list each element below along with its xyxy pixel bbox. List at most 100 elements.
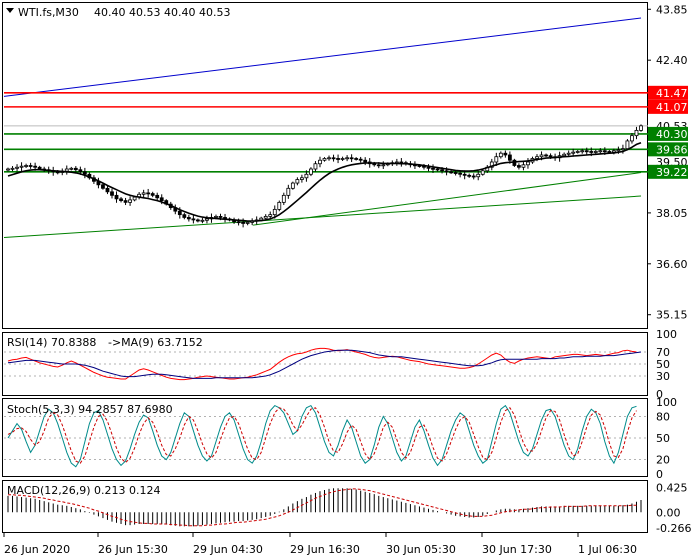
level-label: 39.86 [656,143,688,156]
candle-body [15,166,19,169]
x-tick-label: 26 Jun 15:30 [98,543,168,556]
candle-body [517,165,521,168]
macd-tick-label: 0.00 [656,506,681,519]
candle-body [521,164,526,168]
moving-average-line [7,141,642,222]
candle-body [159,197,164,202]
candle-body [376,164,381,167]
candle-body [593,151,598,153]
candle-body [616,149,621,152]
candle-body [544,154,548,157]
price-tick-label: 35.15 [656,309,688,322]
candle-body [10,167,15,170]
macd-title: MACD(12,26,9) 0.213 0.124 [7,484,161,497]
macd-signal-line [8,488,637,527]
price-tick-label: 36.60 [656,258,688,271]
candle-body [480,170,485,175]
candle-body [575,151,580,153]
price-tick-label: 42.40 [656,54,688,67]
candle-body [426,166,431,169]
candle-body [309,168,313,175]
candle-body [105,187,110,193]
stoch-layer [4,404,647,468]
level-label: 39.22 [656,166,688,179]
candle-body [146,192,151,195]
rsi-ma-line [7,349,642,379]
candle-body [435,168,440,171]
candle-body [354,158,359,160]
macd-tick-label: -0.266 [656,522,691,535]
price-tick-label: 43.85 [656,3,688,16]
candle-body [128,199,132,203]
candle-body [476,173,481,178]
candle-body [598,150,603,153]
candle-body [295,179,300,184]
stoch-d-line [7,407,637,464]
candle-body [462,173,467,176]
candle-body [191,218,196,221]
level-label: 41.47 [656,87,688,100]
candle-body [119,198,123,202]
candle-body [24,165,28,167]
level-label: 40.30 [656,128,688,141]
candle-body [431,167,435,170]
candle-body [150,193,155,196]
candle-body [313,163,318,170]
candle-body [327,157,331,160]
candle-body [458,172,463,175]
trendline-1 [3,195,642,238]
candle-body [444,170,449,173]
candle-body [498,152,503,158]
x-tick-label: 30 Jun 17:30 [482,543,552,556]
candle-body [318,159,322,165]
stoch-tick-label: 100 [656,396,677,409]
candle-body [584,150,589,153]
candle-body [195,219,200,222]
candle-body [526,161,530,166]
candle-body [214,216,218,218]
stoch-panel [2,398,648,477]
candle-body [322,158,327,161]
level-label-box [648,142,688,157]
candle-body [630,135,634,142]
trendline-2 [252,172,642,226]
candle-body [290,182,295,189]
candle-body [440,169,444,172]
symbol-label: WTI.fs,M30 [18,6,79,19]
rsi-tick-label: 70 [656,346,670,359]
candle-body [358,158,363,161]
candle-body [304,173,309,179]
price-tick-label: 38.05 [656,207,688,220]
candle-body [639,125,643,131]
candle-body [548,155,553,158]
rsi-title: RSI(14) 70.8388 [7,336,96,349]
candle-body [381,164,386,167]
candle-body [245,221,250,224]
candle-body [277,201,282,210]
candle-body [236,221,241,224]
stoch-tick-label: 50 [656,432,670,445]
rsi-tick-label: 0 [656,388,663,401]
candle-body [331,157,336,160]
level-label-box [648,164,688,179]
candle-body [625,140,630,150]
candle-body [186,217,191,220]
candle-body [340,158,345,160]
level-label-box [648,99,688,114]
macd-layer [7,488,642,527]
candle-body [241,221,246,224]
candle-body [141,192,146,195]
candle-body [28,165,33,167]
candle-body [6,168,10,171]
price-panel [2,2,648,329]
candle-body [200,219,205,222]
candle-body [268,214,273,217]
collapse-triangle-icon[interactable] [6,8,14,13]
level-label: 41.07 [656,101,688,114]
trendline-0 [3,17,642,97]
stoch-k-line [7,404,637,468]
rsi-ma-label: ->MA(9) 63.7152 [108,336,203,349]
candle-body [535,156,539,159]
level-label-box [648,126,688,141]
